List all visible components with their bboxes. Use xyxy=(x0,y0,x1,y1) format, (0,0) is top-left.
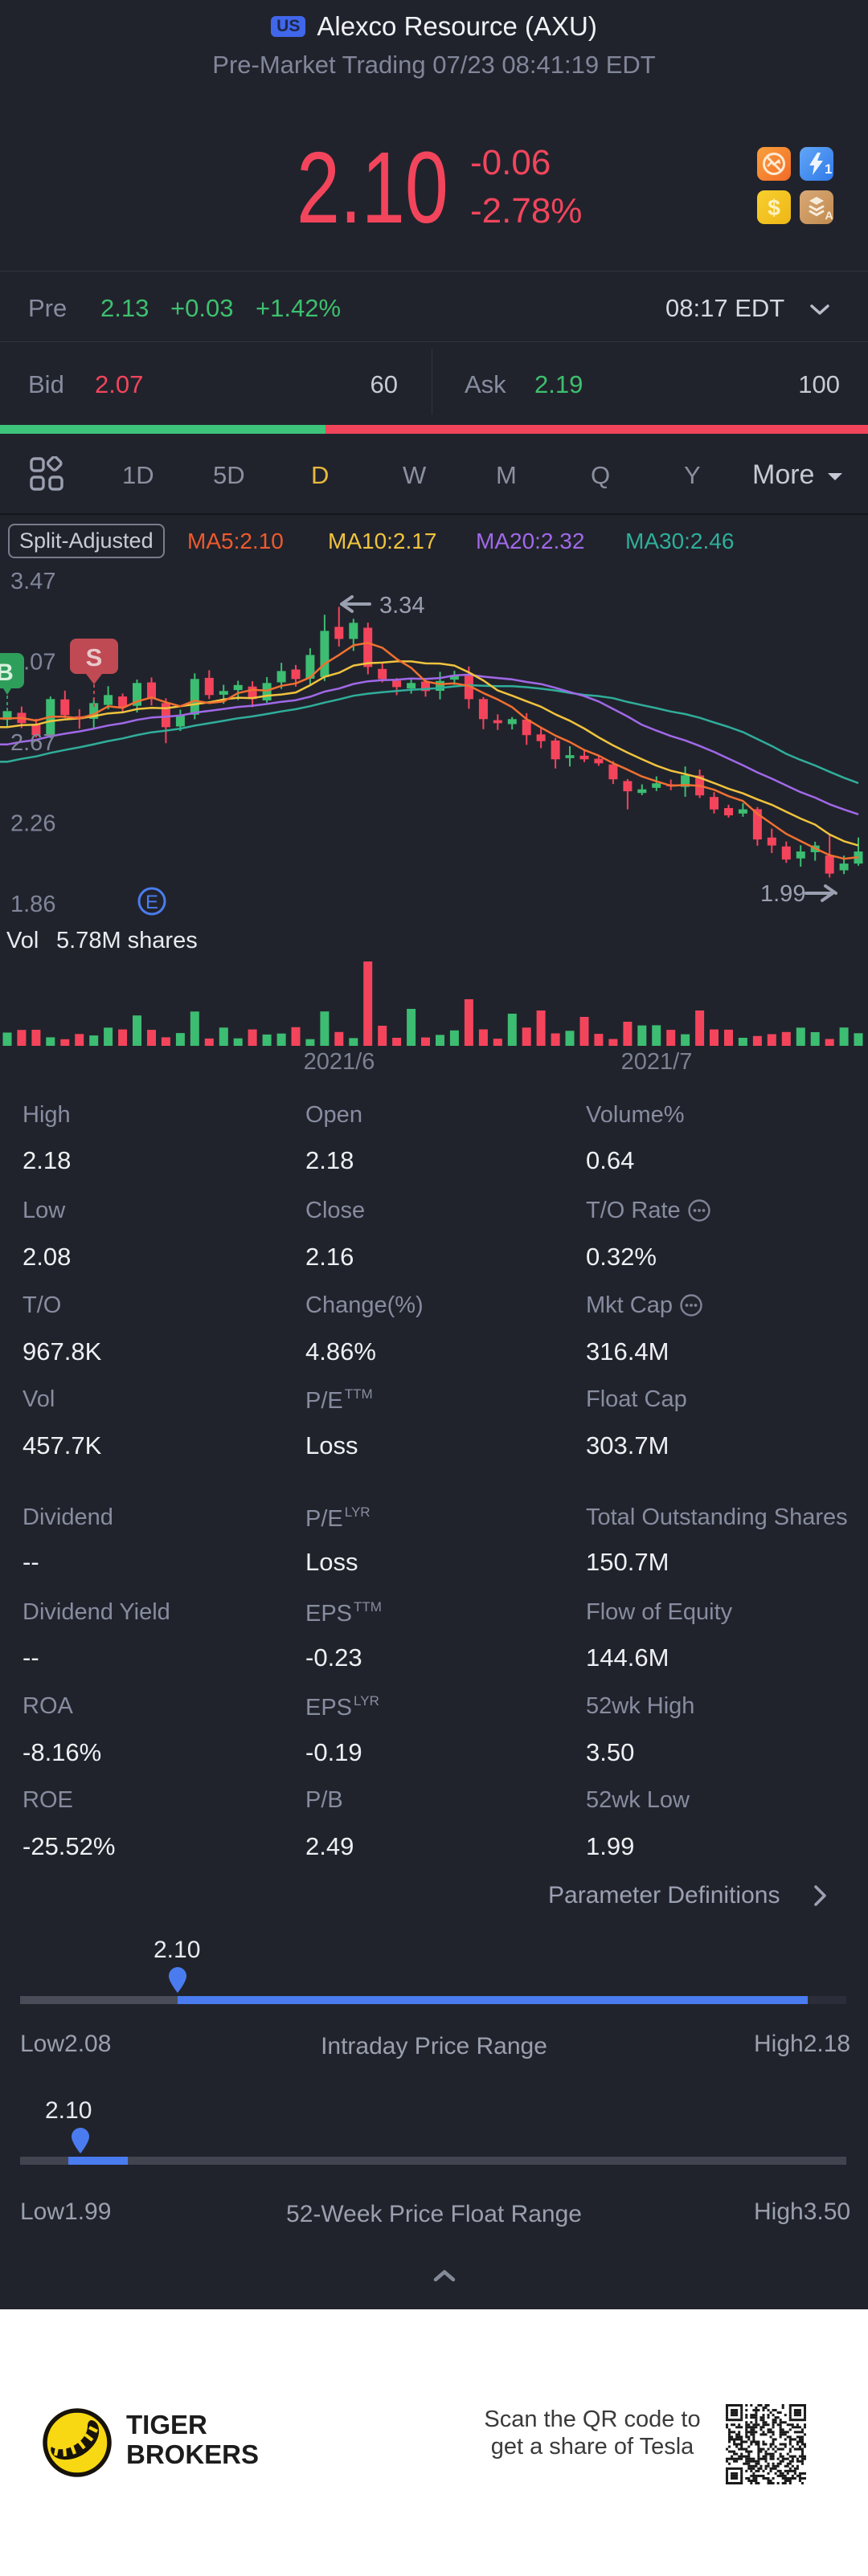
svg-text:2021/7: 2021/7 xyxy=(621,1049,693,1075)
svg-text:5.78M shares: 5.78M shares xyxy=(56,928,198,953)
svg-text:1.99: 1.99 xyxy=(760,881,805,907)
svg-text:1.86: 1.86 xyxy=(10,892,55,917)
svg-text:3.47: 3.47 xyxy=(10,569,55,594)
svg-text:A: A xyxy=(825,209,833,222)
svg-text:E: E xyxy=(145,892,158,913)
svg-text:$: $ xyxy=(768,195,780,220)
svg-text:Vol: Vol xyxy=(6,928,39,953)
svg-text:B: B xyxy=(0,659,14,686)
svg-text:2.26: 2.26 xyxy=(10,811,55,837)
svg-text:2.67: 2.67 xyxy=(10,730,55,756)
svg-text:1: 1 xyxy=(825,161,832,177)
svg-text:2021/6: 2021/6 xyxy=(304,1049,375,1075)
svg-text:S: S xyxy=(86,643,103,672)
svg-text:3.34: 3.34 xyxy=(379,593,424,618)
